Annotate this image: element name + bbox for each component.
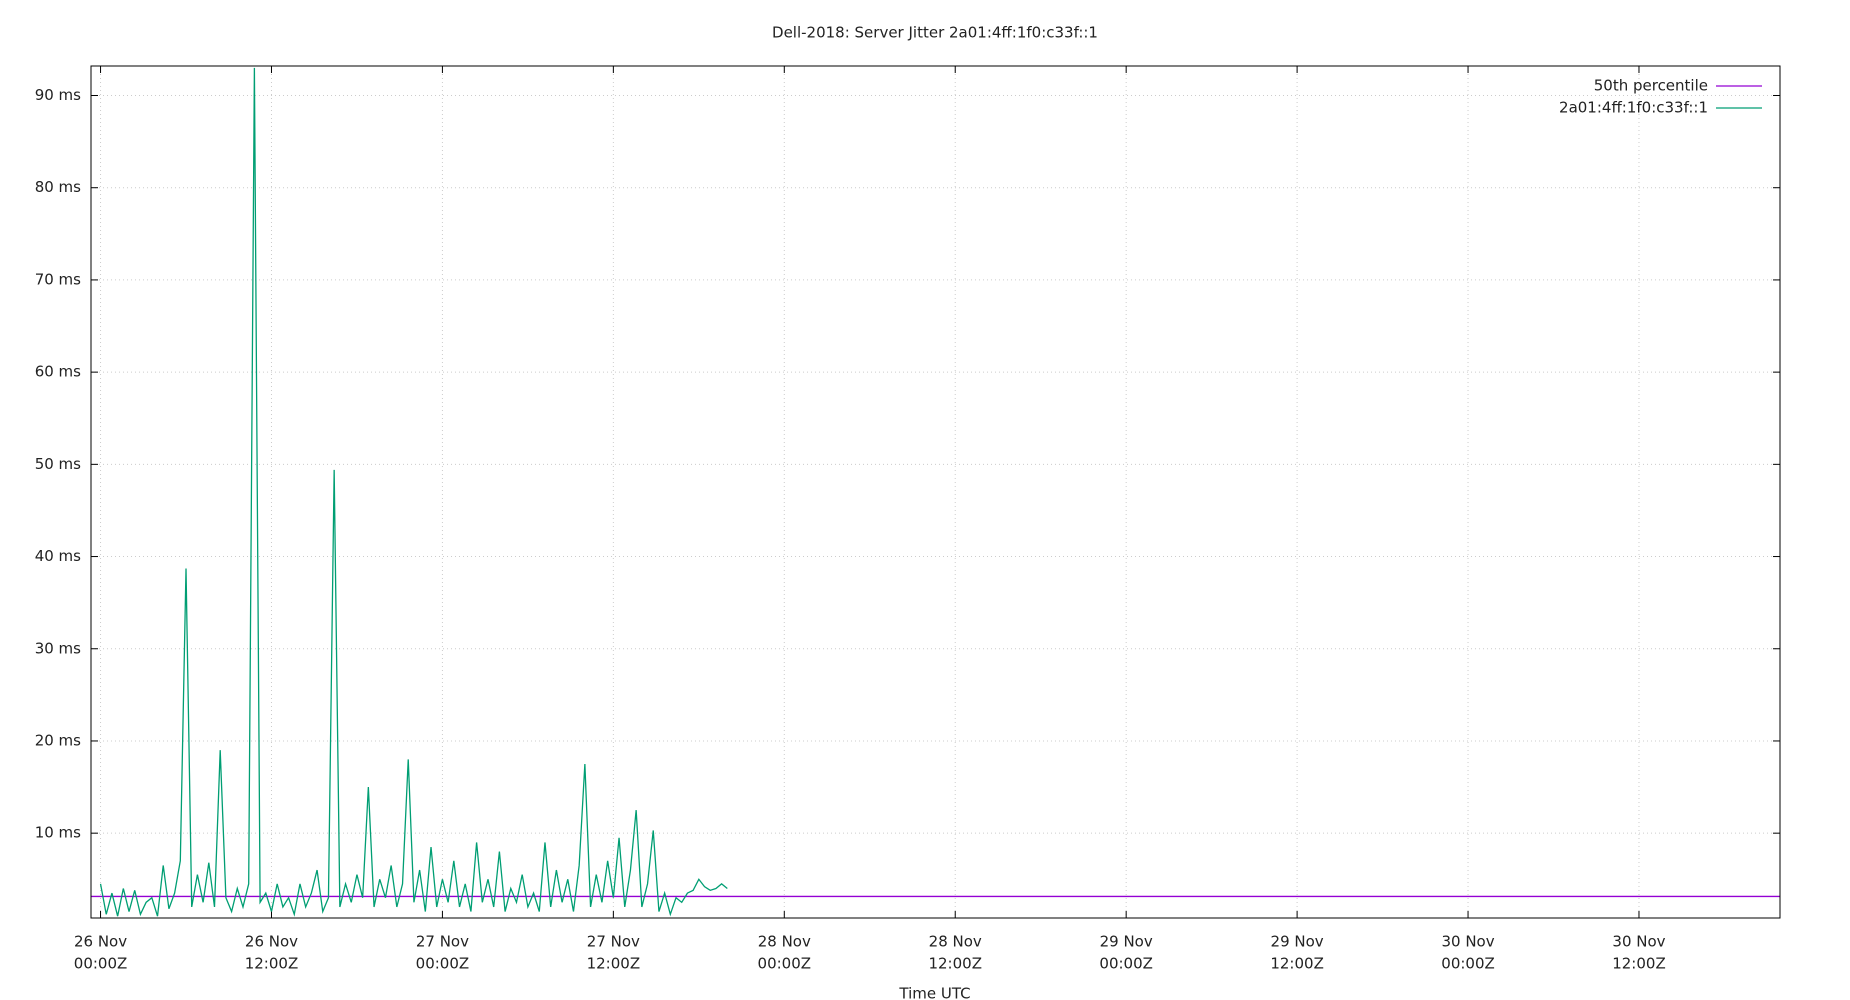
x-tick-label: 00:00Z: [416, 955, 470, 973]
x-tick-label: 29 Nov: [1100, 933, 1153, 951]
legend-label: 50th percentile: [1594, 77, 1708, 95]
y-tick-label: 40 ms: [35, 547, 81, 565]
x-tick-label: 28 Nov: [929, 933, 982, 951]
chart-title: Dell-2018: Server Jitter 2a01:4ff:1f0:c3…: [772, 24, 1098, 42]
y-tick-label: 10 ms: [35, 824, 81, 842]
x-tick-label: 00:00Z: [74, 955, 128, 973]
x-tick-label: 12:00Z: [928, 955, 982, 973]
x-tick-label: 30 Nov: [1612, 933, 1665, 951]
y-tick-label: 30 ms: [35, 639, 81, 657]
x-tick-label: 12:00Z: [587, 955, 641, 973]
y-tick-label: 90 ms: [35, 86, 81, 104]
series-line: [99, 67, 728, 917]
plot-frame: [90, 65, 1781, 919]
y-tick-label: 70 ms: [35, 270, 81, 288]
x-tick-label: 12:00Z: [1270, 955, 1324, 973]
x-tick-label: 30 Nov: [1441, 933, 1494, 951]
x-tick-label: 26 Nov: [245, 933, 298, 951]
plot-area: [91, 67, 1780, 917]
x-tick-label: 00:00Z: [1099, 955, 1153, 973]
grid: [91, 66, 1780, 918]
legend-label: 2a01:4ff:1f0:c33f::1: [1559, 99, 1708, 117]
x-tick-label: 27 Nov: [587, 933, 640, 951]
x-tick-label: 00:00Z: [1441, 955, 1495, 973]
x-tick-label: 12:00Z: [245, 955, 299, 973]
y-tick-label: 80 ms: [35, 178, 81, 196]
y-tick-label: 20 ms: [35, 731, 81, 749]
x-tick-label: 12:00Z: [1612, 955, 1666, 973]
x-tick-label: 29 Nov: [1271, 933, 1324, 951]
x-tick-label: 26 Nov: [74, 933, 127, 951]
x-axis-title: Time UTC: [898, 985, 970, 1000]
y-tick-label: 60 ms: [35, 363, 81, 381]
x-tick-label: 28 Nov: [758, 933, 811, 951]
x-tick-label: 27 Nov: [416, 933, 469, 951]
x-tick-label: 00:00Z: [758, 955, 812, 973]
y-tick-label: 50 ms: [35, 455, 81, 473]
